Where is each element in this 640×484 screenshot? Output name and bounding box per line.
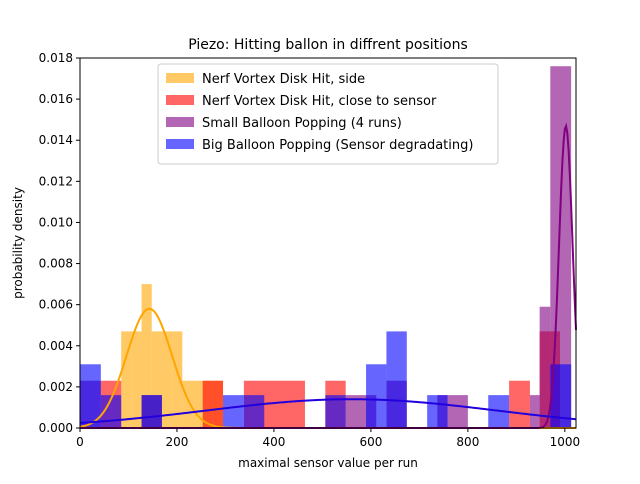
bar-series-2 bbox=[509, 380, 530, 428]
x-tick-label: 200 bbox=[166, 435, 189, 449]
x-tick-label: 800 bbox=[456, 435, 479, 449]
y-tick-label: 0.008 bbox=[39, 257, 73, 271]
bar-series-4 bbox=[223, 395, 244, 428]
x-tick-label: 1000 bbox=[550, 435, 581, 449]
y-tick-label: 0.016 bbox=[39, 92, 73, 106]
bar-series-1 bbox=[131, 331, 142, 428]
y-axis-label: probability density bbox=[11, 187, 25, 299]
bar-series-4 bbox=[366, 364, 387, 428]
legend-swatch bbox=[166, 117, 194, 127]
legend-swatch bbox=[166, 139, 194, 149]
bar-series-3 bbox=[529, 395, 540, 428]
bar-series-4 bbox=[325, 395, 346, 428]
x-tick-label: 0 bbox=[76, 435, 84, 449]
bar-series-1 bbox=[172, 331, 183, 428]
legend-label: Nerf Vortex Disk Hit, close to sensor bbox=[202, 94, 437, 109]
bar-series-4 bbox=[386, 331, 407, 428]
bar-series-1 bbox=[182, 380, 203, 428]
y-tick-label: 0.000 bbox=[39, 421, 73, 435]
legend-label: Big Balloon Popping (Sensor degradating) bbox=[202, 138, 473, 153]
y-tick-label: 0.004 bbox=[39, 339, 73, 353]
plot-frame bbox=[79, 57, 577, 429]
y-tick-label: 0.006 bbox=[39, 298, 73, 312]
legend-swatch bbox=[166, 95, 194, 105]
x-tick-label: 600 bbox=[359, 435, 382, 449]
legend-label: Small Balloon Popping (4 runs) bbox=[202, 116, 402, 131]
bar-series-4 bbox=[141, 395, 162, 428]
bar-series-1 bbox=[141, 284, 152, 428]
bar-series-2 bbox=[202, 380, 224, 428]
y-tick-label: 0.018 bbox=[39, 51, 73, 65]
bar-series-3 bbox=[539, 306, 551, 428]
bar-series-4 bbox=[243, 395, 265, 428]
y-tick-label: 0.010 bbox=[39, 215, 73, 229]
bar-series-4 bbox=[80, 364, 101, 428]
bar-series-1 bbox=[161, 331, 173, 428]
legend-box bbox=[157, 63, 499, 165]
axes: 0 200 400 600 800 1000 0.000 0.002 0.004 0.006 0.0… bbox=[39, 51, 580, 449]
x-axis-label: maximal sensor value per run bbox=[238, 456, 418, 470]
bar-series-4 bbox=[427, 395, 448, 428]
legend-label: Nerf Vortex Disk Hit, side bbox=[202, 72, 365, 87]
legend-swatch bbox=[166, 73, 194, 83]
y-tick-label: 0.012 bbox=[39, 174, 73, 188]
bar-series-1 bbox=[121, 331, 132, 428]
x-tick-label: 400 bbox=[262, 435, 285, 449]
density-curve-series-4 bbox=[79, 398, 577, 424]
y-tick-label: 0.002 bbox=[39, 380, 73, 394]
bar-series-1 bbox=[151, 331, 162, 428]
chart-title: Piezo: Hitting ballon in diffrent positi… bbox=[188, 37, 468, 53]
legend: Nerf Vortex Disk Hit, side Nerf Vortex Di… bbox=[157, 63, 499, 165]
y-tick-label: 0.014 bbox=[39, 133, 73, 147]
histogram-bars bbox=[80, 66, 572, 428]
bar-series-4 bbox=[550, 364, 572, 428]
